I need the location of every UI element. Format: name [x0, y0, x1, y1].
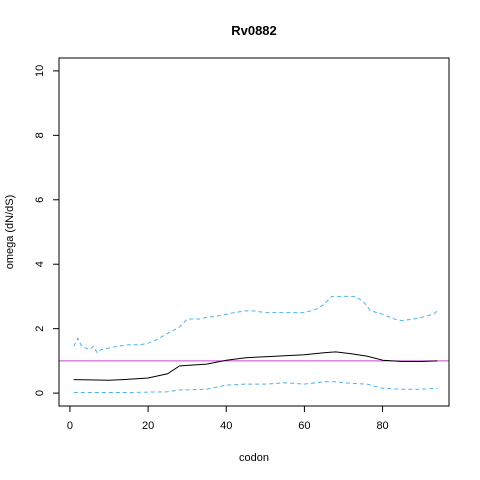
y-tick-label: 0: [34, 390, 46, 396]
x-tick-label: 40: [220, 420, 232, 432]
x-tick-label: 0: [67, 420, 73, 432]
y-tick-label: 2: [34, 326, 46, 332]
chart-title: Rv0882: [231, 23, 277, 38]
x-tick-label: 80: [376, 420, 388, 432]
y-tick-label: 4: [34, 261, 46, 267]
omega-line: [73, 351, 438, 381]
y-axis-label: omega (dN/dS): [4, 195, 16, 270]
y-tick-label: 8: [34, 132, 46, 138]
x-tick-label: 60: [298, 420, 310, 432]
confidence-bound-line: [73, 295, 438, 354]
x-tick-label: 20: [142, 420, 154, 432]
x-axis-label: codon: [239, 452, 269, 464]
y-tick-label: 6: [34, 197, 46, 203]
plot-frame: [58, 57, 450, 407]
y-tick-label: 10: [34, 65, 46, 77]
plot-area: [59, 295, 449, 393]
confidence-bound-line: [73, 381, 438, 393]
